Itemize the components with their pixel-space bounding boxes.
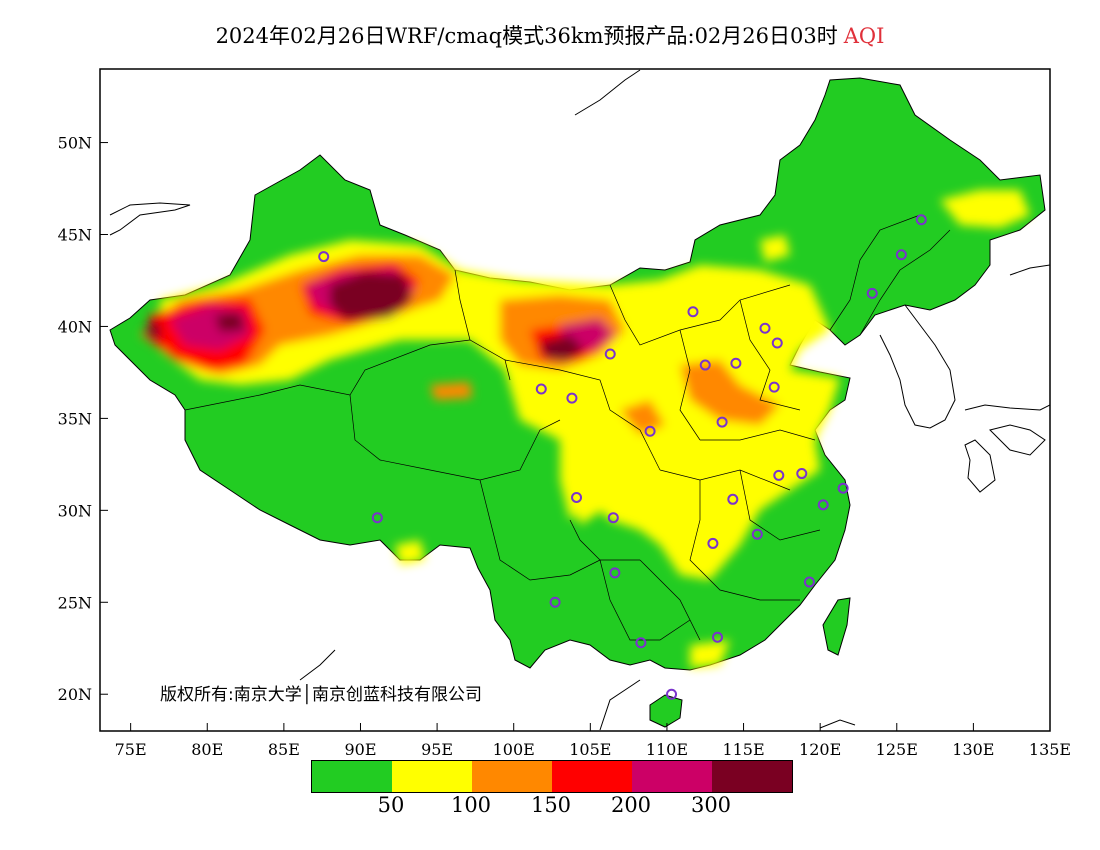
station-marker bbox=[771, 337, 783, 349]
legend-swatch bbox=[312, 761, 392, 792]
station-marker bbox=[566, 392, 578, 404]
x-tick-label: 90E bbox=[344, 740, 376, 759]
legend-label: 150 bbox=[530, 793, 572, 817]
legend-swatch bbox=[392, 761, 472, 792]
station-marker bbox=[571, 491, 583, 503]
x-tick-label: 135E bbox=[1029, 740, 1071, 759]
x-tick-label: 115E bbox=[722, 740, 764, 759]
station-marker bbox=[549, 596, 561, 608]
station-marker bbox=[751, 528, 763, 540]
legend-swatch bbox=[552, 761, 632, 792]
legend-swatch bbox=[632, 761, 712, 792]
y-tick-label: 35N bbox=[58, 409, 92, 428]
aqi-legend-bar bbox=[311, 760, 793, 793]
x-axis: 75E 80E 85E 90E 95E 100E 105E 110E 115E 120E 125E 1… bbox=[115, 723, 1071, 759]
y-tick-label: 25N bbox=[58, 593, 92, 612]
map-title: 2024年02月26日WRF/cmaq模式36km预报产品:02月26日03时 A… bbox=[0, 20, 1100, 50]
y-tick-label: 20N bbox=[58, 685, 92, 704]
station-marker bbox=[730, 357, 742, 369]
station-marker bbox=[666, 688, 678, 700]
legend-label: 50 bbox=[377, 793, 405, 817]
legend-swatch bbox=[712, 761, 792, 792]
station-marker bbox=[707, 537, 719, 549]
x-tick-label: 75E bbox=[115, 740, 147, 759]
neighbour-coastlines bbox=[109, 69, 1050, 731]
station-marker bbox=[644, 425, 656, 437]
station-marker bbox=[635, 637, 647, 649]
station-marker bbox=[803, 576, 815, 588]
station-marker bbox=[727, 493, 739, 505]
x-tick-label: 110E bbox=[646, 740, 688, 759]
station-marker bbox=[759, 322, 771, 334]
x-tick-label: 130E bbox=[952, 740, 994, 759]
station-marker bbox=[866, 287, 878, 299]
station-marker bbox=[817, 499, 829, 511]
province-boundaries bbox=[184, 214, 951, 641]
station-marker bbox=[607, 512, 619, 524]
station-marker bbox=[895, 249, 907, 261]
y-tick-label: 50N bbox=[58, 134, 92, 153]
station-marker bbox=[768, 381, 780, 393]
y-tick-label: 40N bbox=[58, 317, 92, 336]
station-marker bbox=[716, 416, 728, 428]
station-marker bbox=[712, 631, 723, 643]
legend-label: 300 bbox=[690, 793, 732, 817]
taiwan-island bbox=[822, 597, 851, 656]
legend-swatch bbox=[472, 761, 552, 792]
station-marker bbox=[773, 469, 785, 481]
station-marker bbox=[837, 482, 849, 494]
y-axis: 50N 45N 40N 35N 30N 25N 20N bbox=[58, 134, 108, 704]
station-marker bbox=[318, 251, 330, 263]
aqi-field bbox=[140, 190, 1030, 668]
hainan-island bbox=[649, 694, 683, 728]
x-tick-label: 105E bbox=[569, 740, 611, 759]
x-tick-label: 80E bbox=[191, 740, 223, 759]
y-tick-label: 30N bbox=[58, 501, 92, 520]
station-marker bbox=[604, 348, 616, 360]
copyright-text: 版权所有:南京大学│南京创蓝科技有限公司 bbox=[160, 685, 482, 705]
station-marker bbox=[687, 306, 699, 318]
title-text: 2024年02月26日WRF/cmaq模式36km预报产品:02月26日03时 bbox=[215, 24, 838, 48]
x-tick-label: 85E bbox=[268, 740, 300, 759]
y-tick-label: 45N bbox=[58, 226, 92, 245]
map-frame bbox=[99, 68, 1051, 732]
legend-label: 200 bbox=[610, 793, 652, 817]
legend-label: 100 bbox=[450, 793, 492, 817]
title-variable: AQI bbox=[843, 24, 885, 48]
station-marker bbox=[609, 567, 621, 579]
station-marker bbox=[915, 214, 927, 226]
station-marker bbox=[796, 468, 808, 480]
x-tick-label: 100E bbox=[493, 740, 535, 759]
station-marker bbox=[371, 512, 383, 524]
station-markers bbox=[318, 214, 927, 700]
x-tick-label: 125E bbox=[876, 740, 918, 759]
x-tick-label: 120E bbox=[799, 740, 841, 759]
x-tick-label: 95E bbox=[421, 740, 453, 759]
station-marker bbox=[535, 383, 547, 395]
station-marker bbox=[699, 359, 711, 371]
